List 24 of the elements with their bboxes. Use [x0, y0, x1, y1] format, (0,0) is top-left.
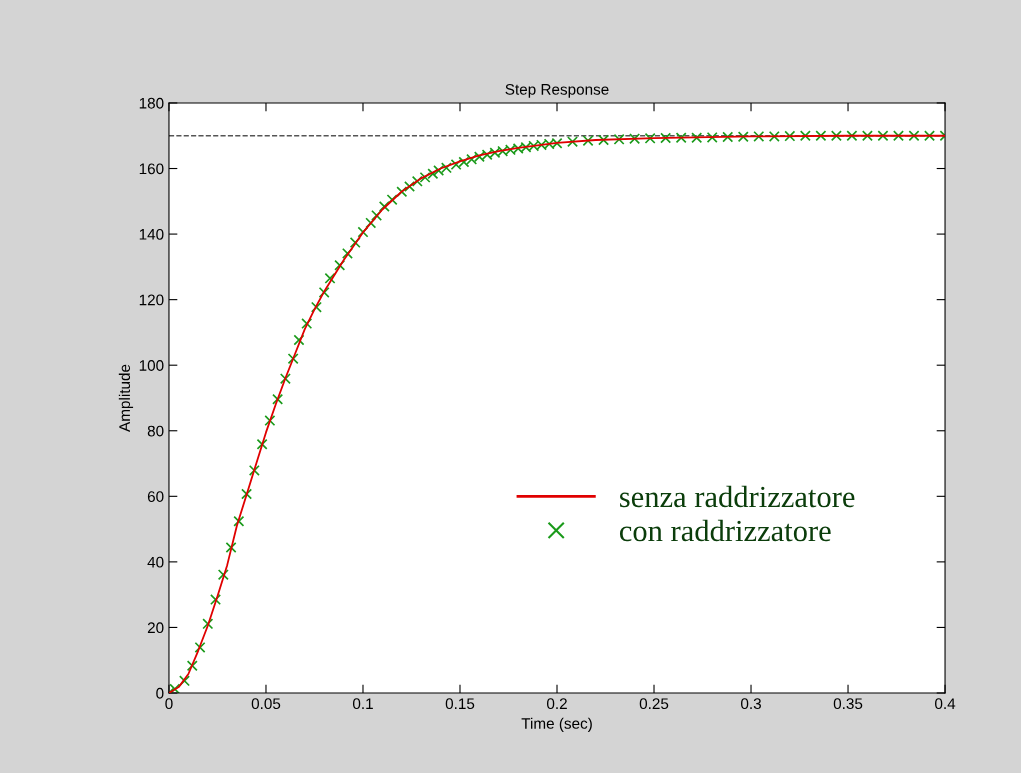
y-axis-title: Amplitude	[118, 364, 134, 432]
y-tick-label: 140	[139, 228, 164, 240]
y-tick-label: 180	[139, 97, 164, 109]
x-tick-label: 0.05	[251, 698, 281, 710]
x-tick-label: 0.3	[741, 698, 761, 710]
y-tick-label: 0	[156, 687, 164, 699]
x-tick-label: 0.2	[546, 698, 567, 710]
legend-label: senza raddrizzatore	[620, 485, 855, 508]
y-tick-label: 80	[147, 425, 164, 437]
chart-title: Step Response	[505, 83, 609, 98]
y-tick-label: 40	[147, 556, 164, 568]
x-tick-label: 0.1	[352, 698, 373, 710]
y-tick-label: 120	[139, 294, 164, 306]
x-tick-label: 0.4	[935, 698, 956, 710]
y-tick-label: 160	[139, 163, 164, 175]
x-tick-label: 0.35	[833, 698, 863, 710]
x-tick-label: 0	[165, 698, 173, 710]
y-tick-label: 100	[139, 360, 164, 371]
x-axis-title: Time (sec)	[521, 717, 592, 732]
legend-label: con raddrizzatore	[619, 519, 831, 542]
y-tick-label: 60	[147, 491, 164, 502]
x-tick-label: 0.15	[445, 698, 475, 710]
y-tick-label: 20	[147, 622, 164, 634]
x-tick-label: 0.25	[639, 698, 669, 710]
